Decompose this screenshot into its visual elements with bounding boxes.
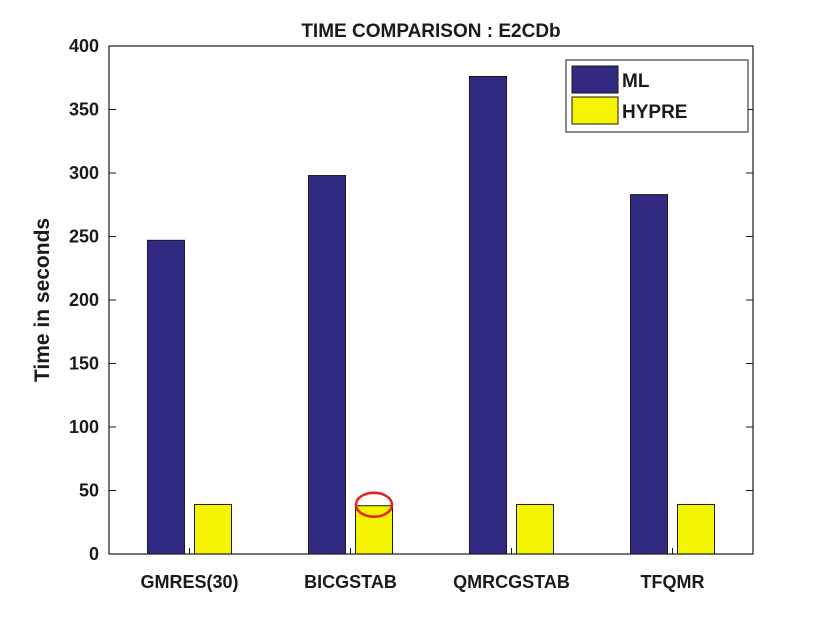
legend-label-ml: ML	[622, 71, 650, 92]
legend-label-hypre: HYPRE	[622, 102, 687, 123]
y-tick-label: 150	[69, 354, 99, 374]
y-tick-label: 0	[89, 544, 99, 564]
chart-title: TIME COMPARISON : E2CDb	[301, 21, 560, 42]
plot-area: GMRES(30) BICGSTAB QMRCGSTAB TFQMR 0 50 100 150…	[69, 36, 754, 592]
bar-hypre-qmrcgstab	[516, 503, 554, 555]
y-tick-label: 350	[69, 100, 99, 120]
legend-swatch-ml	[571, 65, 619, 94]
x-tick-label: GMRES(30)	[140, 572, 238, 592]
y-tick-label: 100	[69, 417, 99, 437]
y-tick-label: 250	[69, 227, 99, 247]
y-axis-label: Time in seconds	[31, 218, 54, 382]
y-tick-label: 50	[79, 481, 99, 501]
bar-ml-bicgstab	[308, 175, 346, 555]
y-tick-label: 400	[69, 36, 99, 56]
bar-hypre-gmres30	[194, 503, 232, 555]
x-tick-label: TFQMR	[641, 572, 705, 592]
bar-ml-qmrcgstab	[469, 75, 507, 555]
x-tick-label: QMRCGSTAB	[453, 572, 570, 592]
bar-ml-tfqmr	[630, 194, 668, 555]
y-tick-label: 300	[69, 163, 99, 183]
x-tick-label: BICGSTAB	[304, 572, 397, 592]
y-tick-label: 200	[69, 290, 99, 310]
legend-swatch-hypre	[571, 96, 619, 125]
highlight-ellipse	[354, 491, 394, 518]
bar-ml-gmres30	[147, 239, 185, 555]
bar-hypre-tfqmr	[677, 503, 715, 555]
